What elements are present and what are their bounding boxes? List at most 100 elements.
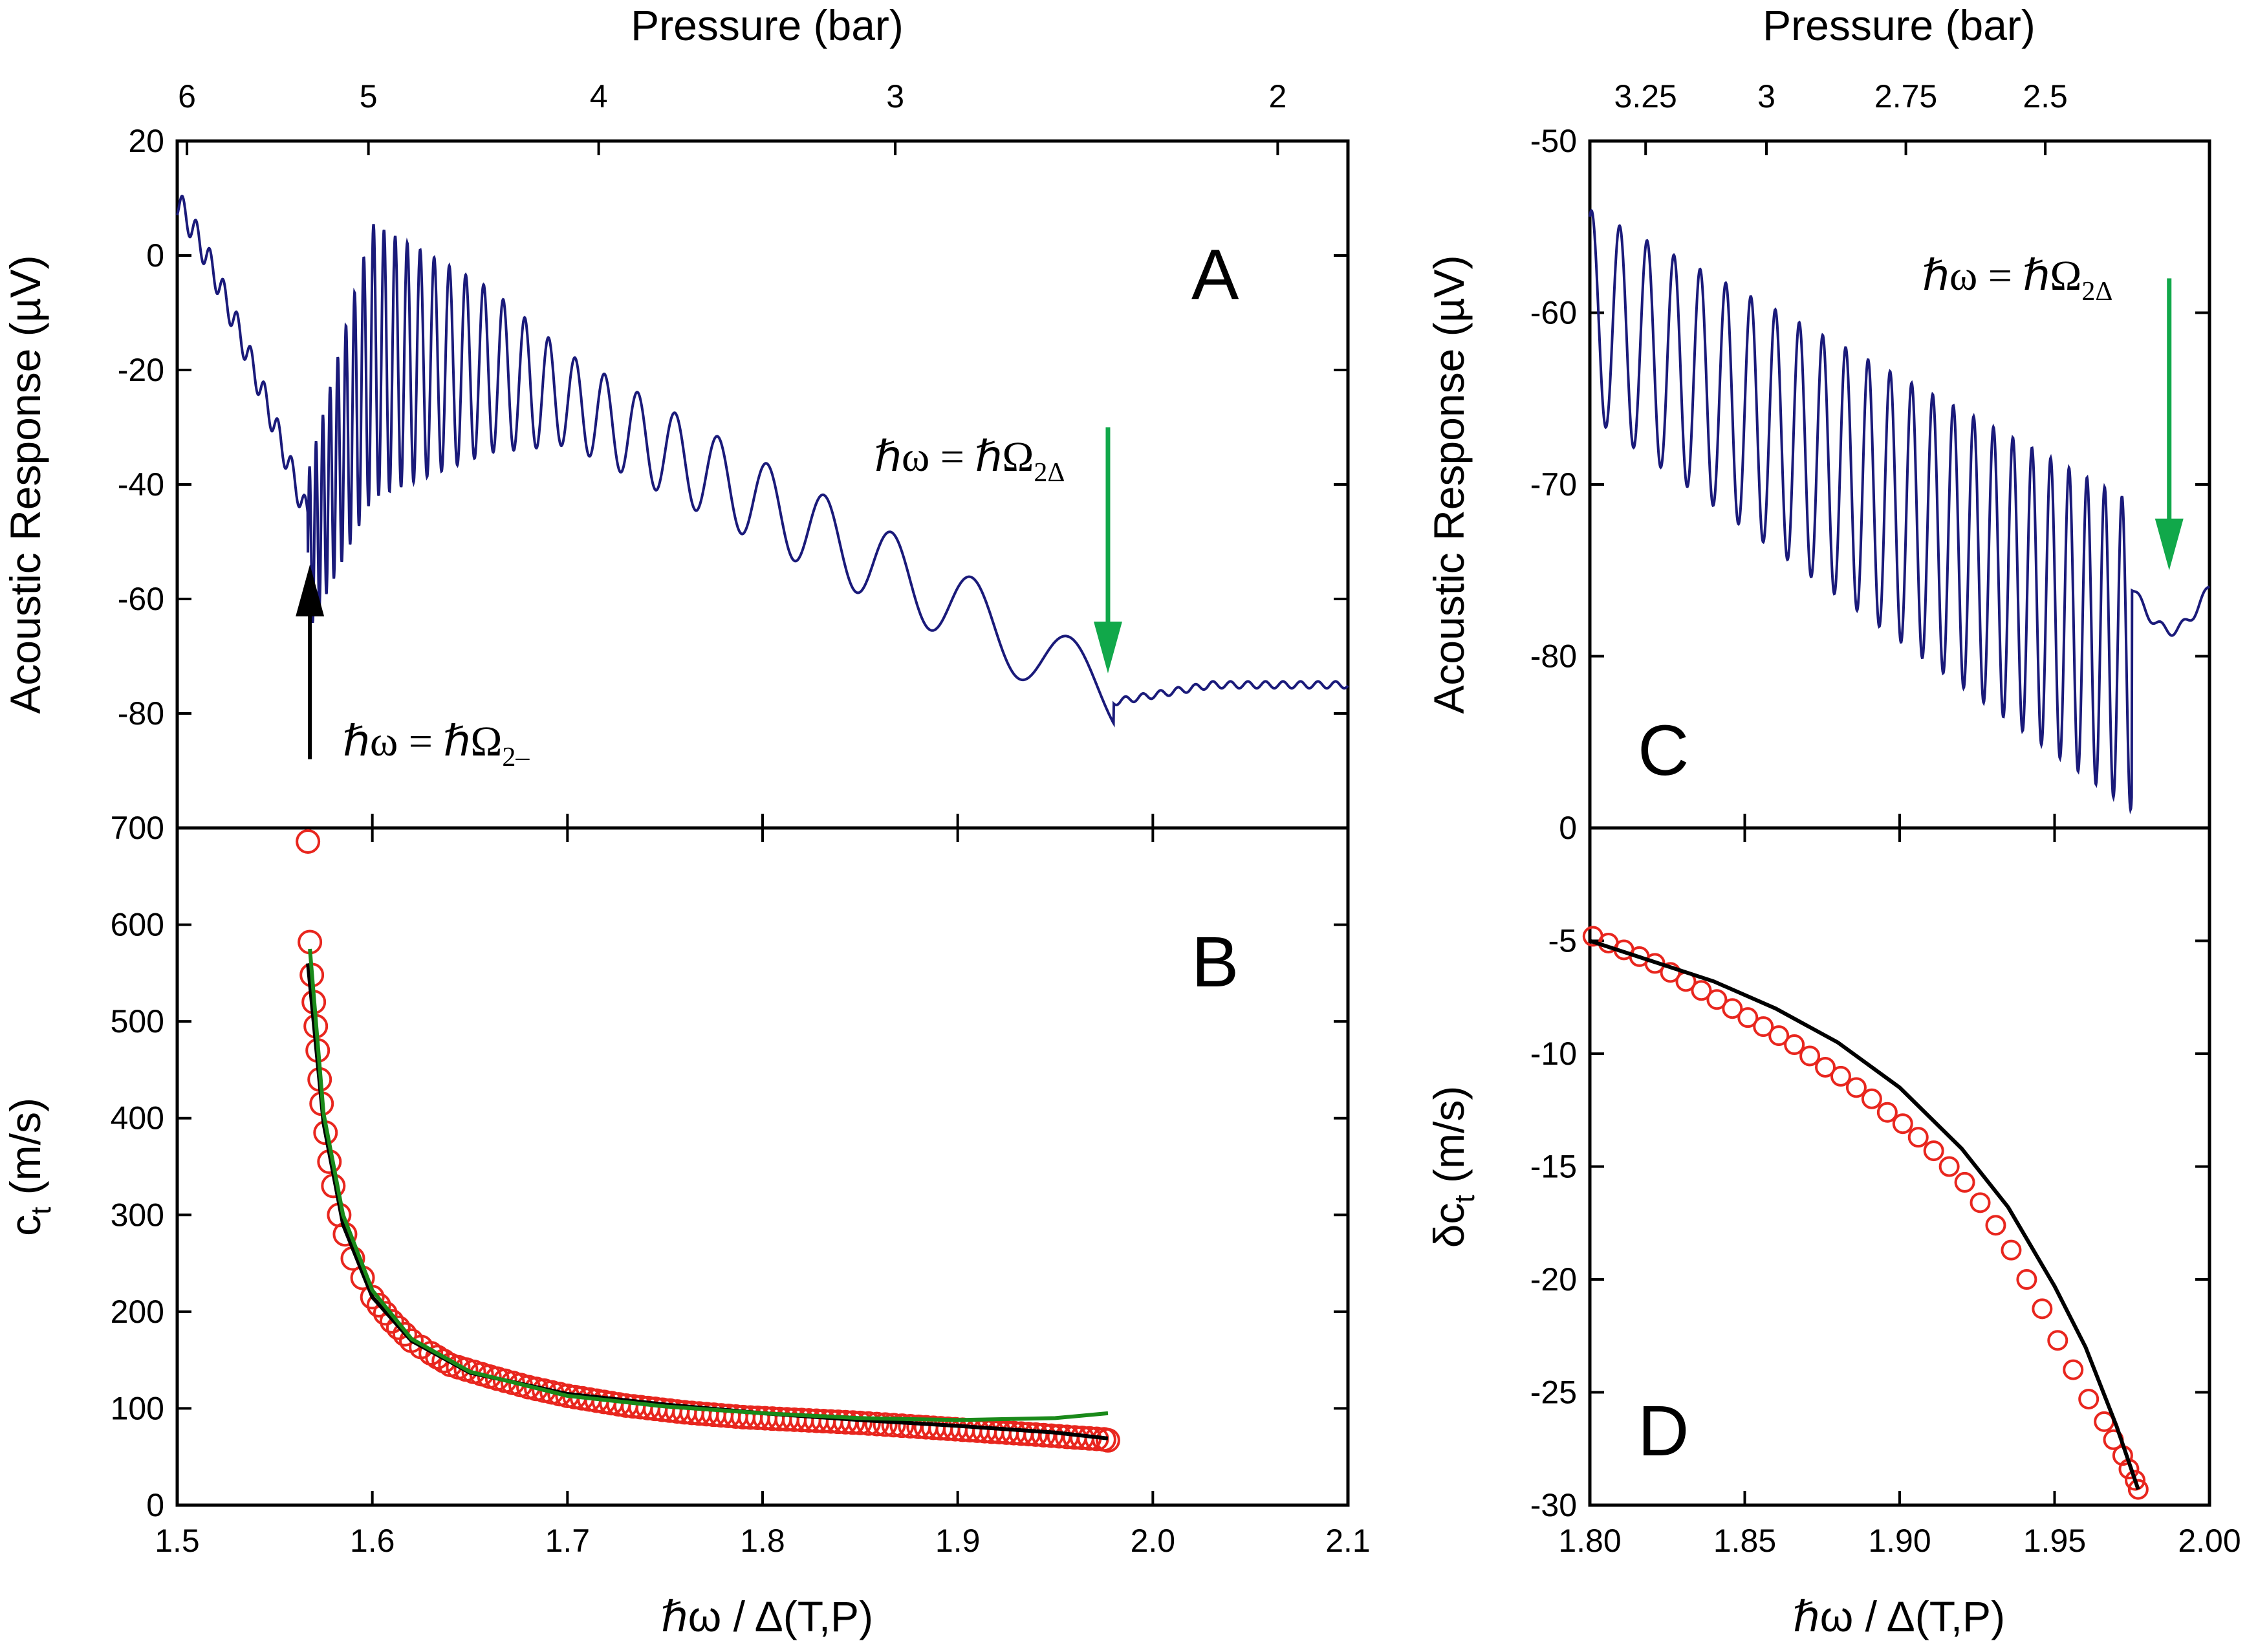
panel-c: 0 -80 -70 -60 -50 3.25 3 2.75 2.5 Pressure (bar… — [1425, 1, 2211, 846]
panel-d-xtick-label: 1.90 — [1868, 1523, 1931, 1559]
panel-b: 0 100 200 300 400 500 600 700 1.5 1.6 1.7 1.8 1.9 2.0… — [1, 810, 1371, 1640]
panel-d-point — [1706, 989, 1728, 1010]
panel-a-ytick-label: -20 — [118, 352, 164, 388]
panel-d-point — [2127, 1479, 2149, 1500]
panel-d-point — [1753, 1016, 1774, 1038]
panel-c-ytick-label: -60 — [1530, 295, 1577, 331]
panel-c-top-tick-label: 3.25 — [1614, 78, 1677, 114]
panel-b-point — [418, 1341, 444, 1366]
annotation-omega-2minus-main: ℏω = ℏΩ — [343, 718, 502, 765]
panel-b-ytick-label: 100 — [111, 1390, 164, 1426]
panel-b-ytick-label: 200 — [111, 1294, 164, 1330]
panel-d-ytick-label: -30 — [1530, 1487, 1577, 1523]
panel-d-point — [1830, 1065, 1851, 1087]
panel-d-point — [1691, 980, 1712, 1001]
panel-d-point — [1892, 1113, 1913, 1135]
panel-b-xtick-label: 2.0 — [1131, 1523, 1176, 1559]
panel-b-ylabel: ct (m/s) — [1, 1098, 57, 1236]
panel-a-label: A — [1191, 235, 1239, 314]
panel-b-label: B — [1191, 922, 1239, 1002]
panel-b-xtick-label: 1.6 — [350, 1523, 395, 1559]
panel-b-point — [425, 1345, 450, 1370]
panel-d-ytick-label: -5 — [1548, 923, 1577, 959]
panel-c-top-tick-label: 2.75 — [1874, 78, 1937, 114]
panel-b-point — [296, 829, 321, 854]
panel-a-top-axis-label: Pressure (bar) — [631, 1, 904, 49]
panel-a-top-tick-label: 2 — [1268, 78, 1286, 114]
panel-b-ytick-label: 600 — [111, 907, 164, 943]
panel-a-ytick-label: 20 — [128, 123, 164, 159]
panel-c-ylabel: Acoustic Response (µV) — [1425, 255, 1473, 713]
panel-b-ylabel-main: c — [1, 1215, 49, 1236]
panel-b-xtick-label: 1.5 — [155, 1523, 200, 1559]
panel-d-point — [1737, 1007, 1759, 1028]
panel-d-fit-black — [1589, 939, 2140, 1490]
annotation-omega-2delta-c: ℏω = ℏΩ2Δ — [1922, 252, 2112, 307]
panel-d-ytick-label: -15 — [1530, 1149, 1577, 1185]
panel-a-ylabel: Acoustic Response (µV) — [1, 255, 49, 713]
panel-c-top-axis: 3.25 3 2.75 2.5 — [1614, 78, 2068, 155]
panel-a-trace — [176, 194, 1349, 728]
panel-b-ytick-label: 0 — [146, 1487, 164, 1523]
annotation-omega-2delta-c-sub: 2Δ — [2081, 277, 2112, 307]
panel-a-ytick-label: 0 — [146, 237, 164, 274]
panel-d-xtick-label: 1.80 — [1558, 1523, 1621, 1559]
panel-d-point — [1985, 1215, 2006, 1236]
panel-b-point — [1031, 1422, 1056, 1448]
arrow-omega-2minus-head — [296, 564, 325, 616]
annotation-omega-2delta-a-sub: 2Δ — [1034, 458, 1065, 488]
panel-d-point — [1722, 998, 1743, 1019]
annotation-omega-2delta-a-main: ℏω = ℏΩ — [874, 433, 1034, 481]
panel-b-point — [366, 1292, 391, 1318]
panel-b-point — [847, 1410, 873, 1435]
panel-d-point — [1660, 962, 1681, 983]
panel-d-ticks: -30 -25 -20 -15 -10 -5 1.80 1.85 1.90 1.95 2.00 — [1530, 828, 2241, 1559]
panel-b-point — [873, 1412, 898, 1437]
panel-c-top-axis-label: Pressure (bar) — [1763, 1, 2035, 49]
panel-b-ticks: 0 100 200 300 400 500 600 700 1.5 1.6 1.7 1.8 1.9 2.0… — [111, 810, 1371, 1559]
arrow-omega-2delta-c-head — [2155, 518, 2184, 571]
panel-a-top-tick-label: 3 — [886, 78, 904, 114]
panel-c-top-tick-label: 2.5 — [2023, 78, 2068, 114]
panel-a: -80 -60 -40 -20 0 20 6 5 4 3 2 Pressure (bar) Aco… — [1, 1, 1350, 830]
annotation-omega-2minus-sub: 2– — [502, 743, 530, 772]
panel-b-fit-green — [308, 948, 1109, 1422]
annotation-omega-2minus: ℏω = ℏΩ2– — [343, 718, 530, 772]
panel-c-ticks: 0 -80 -70 -60 -50 — [1530, 123, 2211, 846]
panel-a-ytick-label: -40 — [118, 466, 164, 503]
panel-d-point — [1861, 1088, 1882, 1109]
panel-c-ytick-label: 0 — [1559, 810, 1577, 846]
annotation-omega-2delta-c-main: ℏω = ℏΩ — [1922, 252, 2081, 299]
panel-d: -30 -25 -20 -15 -10 -5 1.80 1.85 1.90 1.95 2.00 ℏω… — [1425, 826, 2241, 1640]
panel-b-ytick-label: 400 — [111, 1100, 164, 1136]
panel-b-ylabel-tail: (m/s) — [1, 1098, 49, 1207]
panel-d-point — [2001, 1239, 2022, 1261]
panel-c-ytick-label: -70 — [1530, 466, 1577, 503]
panel-b-point — [840, 1410, 865, 1435]
panel-a-ytick-label: -80 — [118, 695, 164, 732]
panel-b-xtick-label: 1.9 — [935, 1523, 981, 1559]
panel-b-point — [1023, 1422, 1048, 1447]
panel-b-xtick-label: 1.7 — [545, 1523, 591, 1559]
panel-d-point — [1845, 1077, 1867, 1098]
panel-b-point — [385, 1315, 411, 1340]
panel-d-ylabel-tail: (m/s) — [1425, 1086, 1473, 1195]
panel-d-point — [1954, 1171, 1975, 1193]
panel-d-xlabel: ℏω / Δ(T,P) — [1793, 1592, 2005, 1640]
panel-c-label: C — [1638, 711, 1689, 790]
panel-d-point — [1768, 1025, 1790, 1047]
panel-b-point — [889, 1413, 915, 1439]
panel-d-point — [1938, 1156, 1960, 1177]
panel-d-point — [1907, 1127, 1929, 1148]
panel-b-xlabel: ℏω / Δ(T,P) — [661, 1592, 873, 1640]
panel-c-ytick-label: -50 — [1530, 123, 1577, 159]
arrow-omega-2delta-a-head — [1093, 622, 1122, 674]
panel-b-ylabel-sub: t — [25, 1207, 57, 1215]
panel-b-ytick-label: 300 — [111, 1197, 164, 1233]
panel-a-top-tick-label: 6 — [178, 78, 196, 114]
panel-b-point — [881, 1413, 906, 1438]
panel-d-points — [1582, 926, 2149, 1500]
panel-d-point — [1799, 1045, 1821, 1067]
